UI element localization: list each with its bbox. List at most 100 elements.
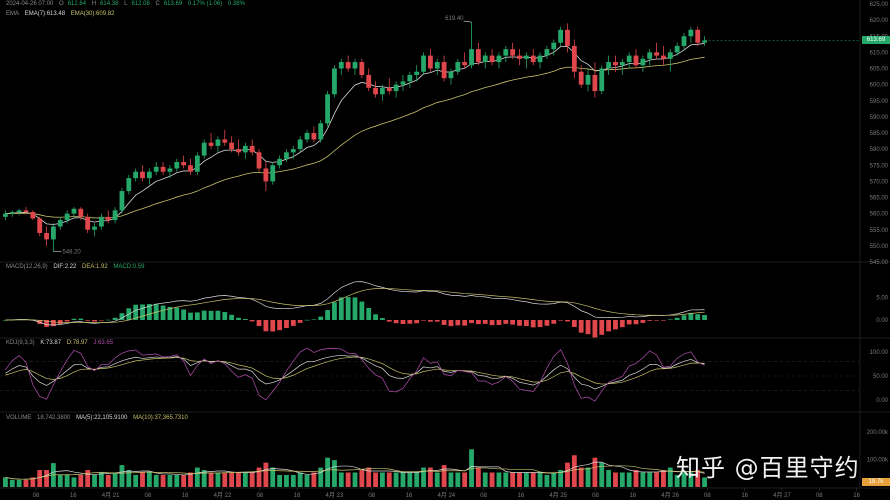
candle-body <box>146 171 152 179</box>
macd-bar <box>523 320 529 326</box>
volume-bar <box>551 472 557 487</box>
volume-bar <box>270 467 276 487</box>
volume-bar <box>71 477 77 487</box>
macd-bar <box>510 320 516 325</box>
time-tick-label: 16 <box>518 493 525 499</box>
candle-body <box>16 210 22 213</box>
time-tick-label: 16 <box>406 493 413 499</box>
volume-bar <box>688 472 694 487</box>
macd-bar <box>98 320 104 321</box>
macd-bar <box>208 310 214 320</box>
macd-bar <box>366 307 372 320</box>
candle-body <box>695 29 701 43</box>
candle-body <box>236 149 241 153</box>
macd-bar <box>606 320 612 332</box>
macd-bar <box>160 305 166 320</box>
candle-body <box>386 87 392 92</box>
candle-body <box>249 145 255 153</box>
kdj-j: J:63.65 <box>93 340 114 346</box>
volume-bar <box>188 472 193 487</box>
volume-bar <box>140 472 145 487</box>
volume-bar <box>455 472 461 487</box>
candle-body <box>194 155 200 172</box>
candle-body <box>345 62 351 69</box>
macd-bar <box>496 320 502 325</box>
volume-bar <box>393 472 399 487</box>
volume-bar <box>414 472 420 487</box>
kdj-k: K:73.87 <box>40 340 62 346</box>
macd-bar <box>613 320 618 330</box>
volume-bar <box>297 472 303 487</box>
volume-bar <box>236 472 241 487</box>
macd-bar <box>181 309 187 320</box>
volume-bar <box>421 467 426 487</box>
candle-body <box>654 52 659 56</box>
volume-bar <box>606 470 612 487</box>
candle-body <box>208 142 214 146</box>
macd-bar <box>489 320 495 326</box>
macd-bar <box>448 320 454 327</box>
volume-bar <box>167 474 173 487</box>
candle-body <box>414 71 420 75</box>
candle-body <box>64 213 70 221</box>
candle-body <box>23 210 29 213</box>
macd-bar <box>462 320 468 326</box>
ema30-value: EMA(30):609.82 <box>70 11 115 17</box>
volume-legend[interactable]: VOLUME 18,742.3800 MA(5):22,105.9100 MA(… <box>6 415 192 421</box>
candle-body <box>318 123 324 140</box>
macd-bar <box>222 312 228 320</box>
candle-body <box>619 62 625 66</box>
volume-bar <box>530 472 536 487</box>
candle-body <box>160 166 166 172</box>
macd-bar <box>380 318 385 320</box>
macd-bar <box>414 320 420 324</box>
volume-bar <box>674 474 680 487</box>
macd-bar <box>105 319 111 321</box>
macd-bar <box>640 320 646 323</box>
price-tick-label: 560.00 <box>870 212 889 218</box>
time-tick-label: 08 <box>704 493 711 499</box>
time-tick-label: 08 <box>33 493 40 499</box>
volume-bar <box>661 470 666 487</box>
volume-tick-label: 200.00k <box>867 430 889 436</box>
candle-body <box>448 71 454 79</box>
macd-bar <box>146 304 152 320</box>
macd-legend[interactable]: MACD(12,26,9) DIF:2.22 DEA:1.92 MACD:0.5… <box>6 264 148 270</box>
volume-bar <box>585 467 591 487</box>
volume-bar <box>373 472 378 487</box>
macd-bar <box>249 320 255 322</box>
volume-bar <box>523 472 529 487</box>
candle-body <box>140 171 145 179</box>
candle-body <box>352 62 358 69</box>
candle-body <box>407 74 413 82</box>
macd-bar <box>3 320 8 321</box>
macd-bar <box>338 297 344 320</box>
volume-bar <box>208 472 214 487</box>
volume-bar <box>194 467 200 487</box>
candle-body <box>92 226 97 230</box>
volume-bar <box>400 472 406 487</box>
open-value: 612.64 <box>67 1 87 7</box>
macd-bar <box>427 320 433 322</box>
macd-bar <box>537 320 543 328</box>
candle-body <box>482 55 488 63</box>
volume-bar <box>222 472 228 487</box>
ema-legend[interactable]: EMA EMA(7):613.48 EMA(30):609.82 <box>6 11 118 17</box>
candle-body <box>215 139 221 146</box>
volume-bar <box>153 474 159 487</box>
volume-bar <box>640 472 646 487</box>
volume-bar <box>119 465 125 487</box>
price-tick-label: 565.00 <box>870 196 889 202</box>
candle-body <box>393 84 399 92</box>
candle-body <box>44 232 49 240</box>
time-tick-label: 08 <box>592 493 599 499</box>
time-tick-label: 16 <box>853 493 860 499</box>
macd-bar <box>702 315 707 320</box>
macd-bar <box>688 312 694 320</box>
volume-bar <box>9 479 15 487</box>
kdj-legend[interactable]: KDJ(9,3,3) K:73.87 D:78.97 J:63.65 <box>6 340 117 346</box>
candle-body <box>85 216 91 230</box>
macd-bar <box>578 320 584 333</box>
candle-body <box>427 55 433 69</box>
